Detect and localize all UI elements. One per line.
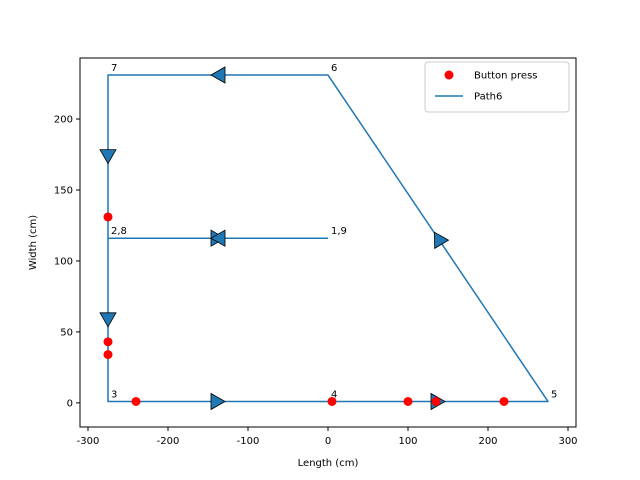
button-press-point	[403, 396, 413, 406]
y-tick-label: 0	[67, 398, 73, 409]
x-axis-label: Length (cm)	[298, 458, 359, 469]
x-tick-label: 0	[325, 436, 331, 447]
legend-box	[424, 61, 570, 113]
legend: Button press Path6	[424, 61, 570, 113]
x-tick-label: 200	[478, 436, 497, 447]
x-tick-label: 300	[558, 436, 577, 447]
direction-arrow	[99, 149, 117, 165]
point-label: 7	[111, 63, 117, 74]
x-tick-label: -200	[157, 436, 180, 447]
button-press-point	[499, 396, 509, 406]
y-tick-label: 200	[54, 115, 73, 126]
button-press-point	[103, 350, 113, 360]
y-tick-label: 50	[60, 327, 73, 338]
direction-arrow	[99, 312, 117, 328]
y-axis-label: Width (cm)	[28, 215, 39, 270]
button-press-point	[327, 396, 337, 406]
direction-arrow	[210, 392, 226, 411]
button-press-point	[103, 337, 113, 347]
direction-arrow	[433, 231, 450, 250]
plot-area: 1,9 2,8 3 4 5 6 7	[99, 63, 557, 411]
point-label: 6	[331, 63, 337, 74]
y-tick-label: 150	[54, 185, 73, 196]
legend-marker-swatch	[444, 70, 454, 80]
legend-label: Button press	[474, 71, 538, 82]
button-press-point	[103, 212, 113, 222]
point-label: 4	[331, 389, 337, 400]
x-tick-label: -300	[77, 436, 100, 447]
point-label: 1,9	[331, 226, 347, 237]
button-press-point	[431, 396, 441, 406]
y-tick-label: 100	[54, 256, 73, 267]
path-line	[107, 74, 549, 403]
point-label: 3	[111, 389, 117, 400]
x-tick-label: -100	[237, 436, 260, 447]
direction-arrow	[210, 66, 226, 84]
axes: -300 -200 -100 0 100 200 300 0 50 100 150 200 Length…	[28, 57, 578, 469]
x-tick-label: 100	[398, 436, 417, 447]
point-label: 2,8	[111, 226, 127, 237]
button-press-point	[131, 396, 141, 406]
legend-label: Path6	[474, 92, 502, 103]
direction-arrow	[210, 229, 226, 247]
point-label: 5	[551, 389, 557, 400]
